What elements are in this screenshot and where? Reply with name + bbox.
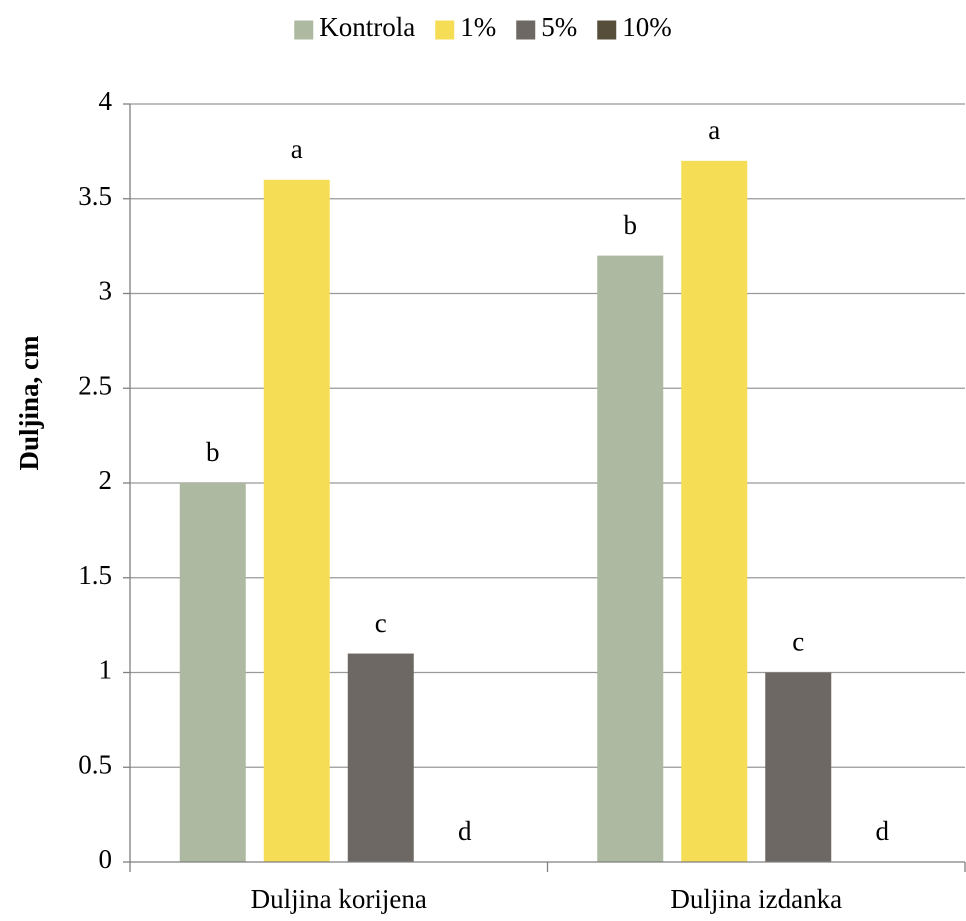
- y-tick-label: 4: [99, 86, 113, 116]
- gridlines: [130, 103, 965, 768]
- legend-label: 1%: [460, 12, 496, 42]
- data-label: d: [876, 816, 890, 846]
- data-label: d: [458, 816, 472, 846]
- data-label: c: [375, 608, 387, 638]
- bar: [681, 160, 748, 863]
- axes: 0 0.5 1 1.5 2 2.5 3 3.5 4 Duljina korijena Duljina…: [78, 86, 966, 914]
- y-axis-title: Duljina, cm: [14, 335, 44, 471]
- bars: [179, 160, 832, 863]
- y-tick-label: 1: [99, 655, 113, 685]
- bar: [263, 179, 330, 863]
- legend-label: 10%: [622, 12, 672, 42]
- bar: [179, 483, 246, 862]
- data-label: c: [792, 627, 804, 657]
- y-tick-label: 2.5: [78, 370, 112, 400]
- y-tick-label: 0.5: [78, 749, 112, 779]
- x-tick-label: Duljina izdanka: [670, 884, 842, 914]
- legend-swatch: [294, 20, 314, 40]
- legend-label: 5%: [541, 12, 577, 42]
- y-tick-label: 2: [99, 465, 113, 495]
- legend-swatch: [435, 20, 455, 40]
- data-label: a: [708, 115, 720, 145]
- legend: Kontrola 1% 5% 10%: [294, 12, 672, 42]
- y-tick-label: 1.5: [78, 560, 112, 590]
- data-label: b: [206, 437, 220, 467]
- data-label: b: [624, 210, 638, 240]
- legend-swatch: [597, 20, 617, 40]
- data-labels: b a c d b a c d: [206, 115, 890, 846]
- bar: [347, 653, 414, 862]
- legend-swatch: [516, 20, 536, 40]
- x-tick-label: Duljina korijena: [251, 884, 427, 914]
- y-tick-label: 3.5: [78, 181, 112, 211]
- y-tick-label: 0: [99, 844, 113, 874]
- legend-label: Kontrola: [319, 12, 415, 42]
- data-label: a: [291, 134, 303, 164]
- y-tick-label: 3: [99, 276, 113, 306]
- bar: [765, 672, 832, 862]
- bar: [597, 255, 664, 863]
